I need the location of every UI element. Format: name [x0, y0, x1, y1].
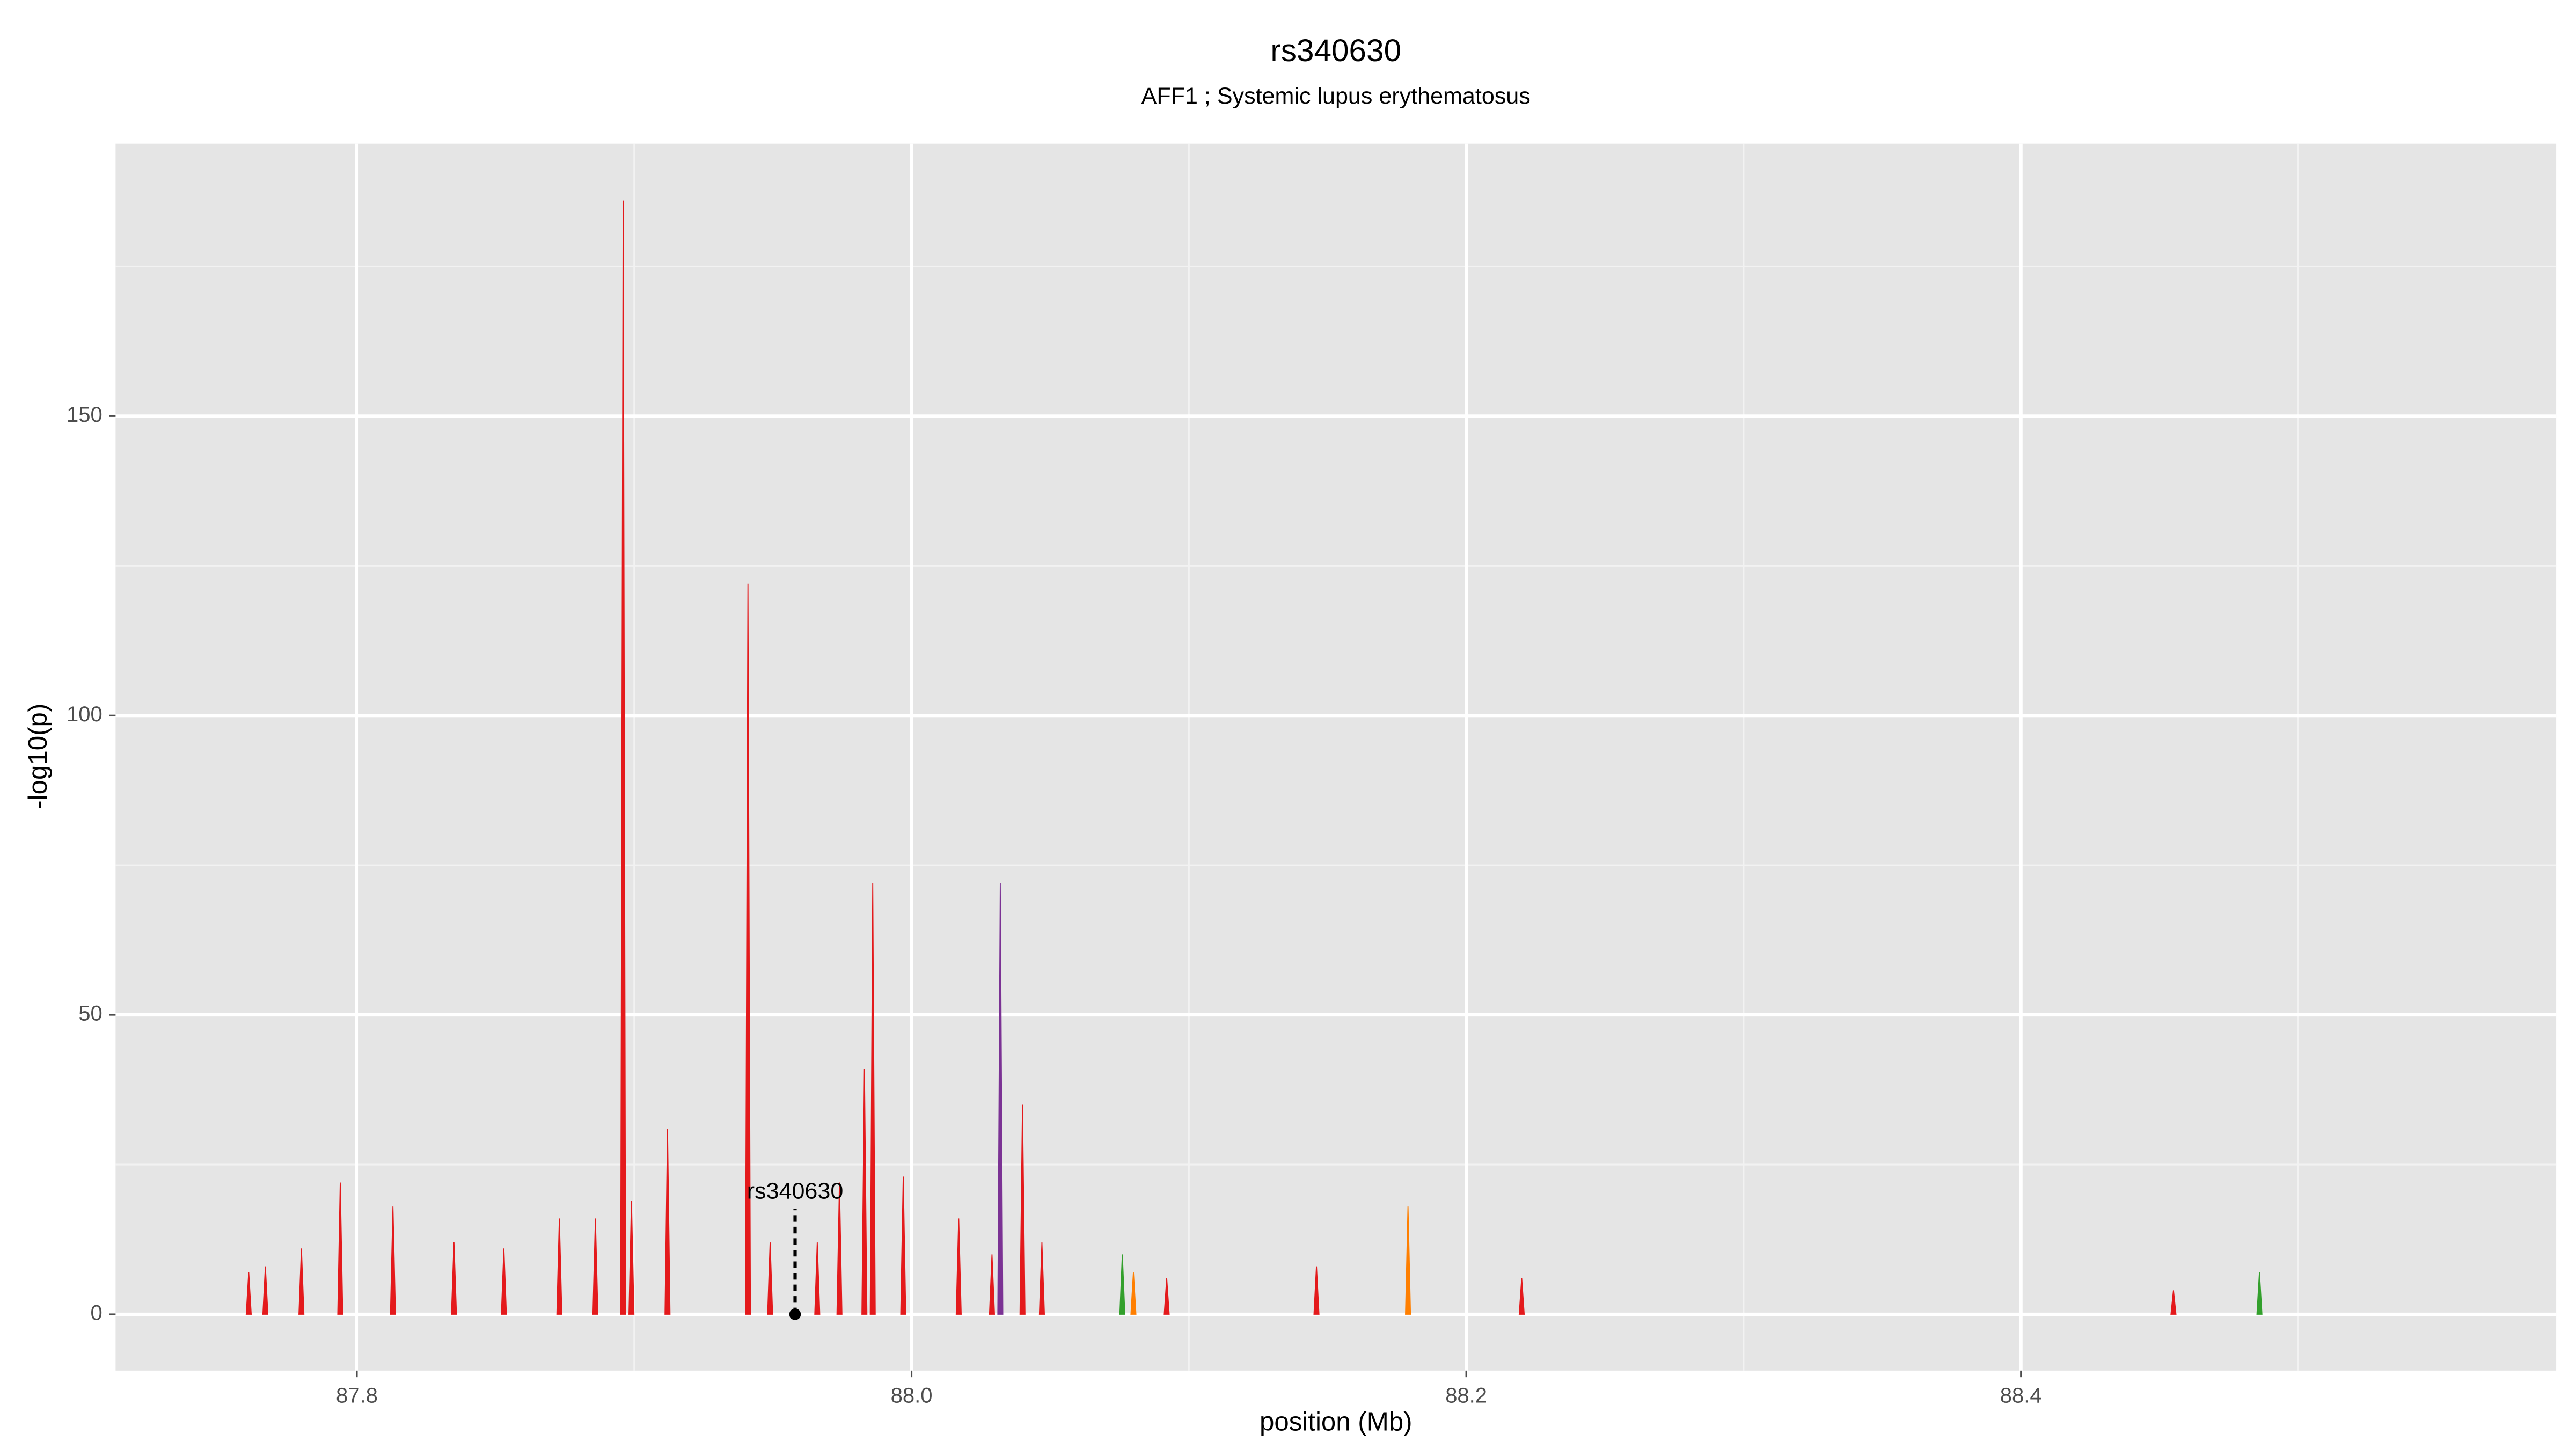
x-tick-label: 88.2	[1445, 1384, 1487, 1408]
chart-subtitle: AFF1 ; Systemic lupus erythematosus	[1141, 83, 1531, 109]
y-tick-label: 100	[67, 702, 103, 726]
spike	[900, 1176, 906, 1315]
spike	[451, 1242, 457, 1315]
y-tick-label: 150	[67, 403, 103, 427]
spike	[997, 883, 1004, 1315]
y-tick-label: 0	[91, 1301, 103, 1325]
spike	[989, 1254, 995, 1315]
x-tick-label: 88.0	[891, 1384, 933, 1408]
spike	[1518, 1278, 1525, 1315]
spike	[836, 1182, 843, 1315]
plot-panel	[115, 143, 2557, 1371]
spike	[620, 200, 626, 1315]
spike	[664, 1129, 671, 1315]
spike	[1405, 1206, 1411, 1315]
spike	[869, 883, 876, 1315]
spike	[814, 1242, 821, 1315]
spike	[2170, 1290, 2177, 1315]
spike	[955, 1218, 962, 1315]
spike	[390, 1206, 396, 1315]
spike	[245, 1272, 252, 1315]
spike	[1130, 1272, 1137, 1315]
spike	[501, 1248, 507, 1315]
y-axis-label: -log10(p)	[23, 704, 53, 809]
spike	[628, 1200, 635, 1315]
chart-title: rs340630	[1270, 33, 1401, 68]
spike	[1038, 1242, 1045, 1315]
spike	[556, 1218, 562, 1315]
y-tick-label: 50	[78, 1002, 102, 1026]
spike	[1313, 1266, 1320, 1315]
spike	[2256, 1272, 2263, 1315]
annotation-label: rs340630	[747, 1178, 844, 1204]
spike	[298, 1248, 305, 1315]
x-tick-label: 87.8	[336, 1384, 378, 1408]
spike	[1119, 1254, 1125, 1315]
spike	[861, 1069, 868, 1315]
spike	[745, 583, 751, 1315]
spike	[767, 1242, 773, 1315]
spike	[1019, 1104, 1026, 1315]
spike	[1163, 1278, 1170, 1315]
x-tick-label: 88.4	[2000, 1384, 2042, 1408]
spike	[337, 1182, 343, 1315]
spike	[592, 1218, 598, 1315]
annotation-point	[789, 1308, 801, 1320]
spike	[262, 1266, 269, 1315]
x-axis-label: position (Mb)	[1260, 1407, 1412, 1436]
